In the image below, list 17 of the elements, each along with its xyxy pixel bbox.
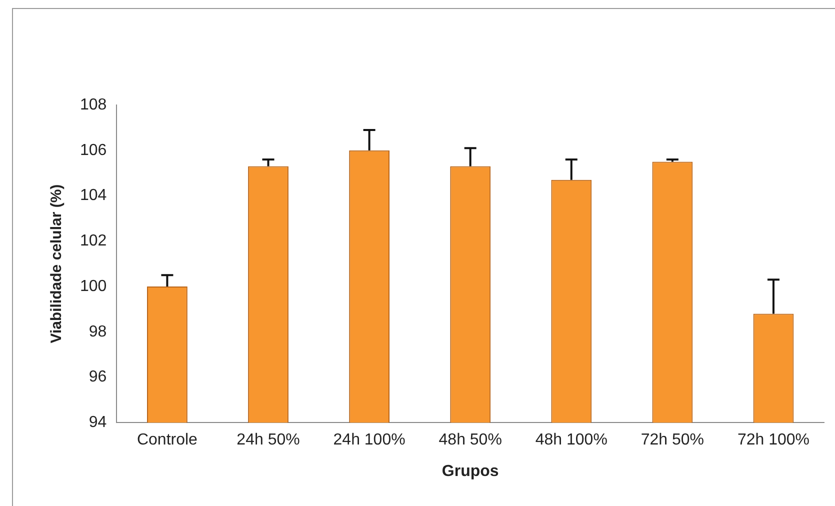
y-tick-label: 98 [88,323,107,340]
y-tick-label: 100 [80,278,107,295]
x-tick-label: 48h 100% [535,432,608,449]
x-tick-label: 72h 100% [737,432,810,449]
x-axis-title: Grupos [442,462,499,480]
y-tick-label: 104 [80,187,107,204]
y-tick-label: 96 [88,368,107,386]
x-tick-label: Controle [136,432,198,449]
y-tick-label: 108 [80,96,107,114]
x-tick-label: 72h 50% [640,432,704,449]
x-tick-label: 24h 100% [333,432,406,449]
y-tick-label: 106 [80,142,107,159]
y-axis-title: Viabilidade celular (%) [48,184,66,344]
x-tick-label: 24h 50% [236,432,300,449]
y-tick-label: 102 [80,232,107,250]
y-tick-label: 94 [88,414,107,432]
x-tick-label: 48h 50% [438,432,502,449]
